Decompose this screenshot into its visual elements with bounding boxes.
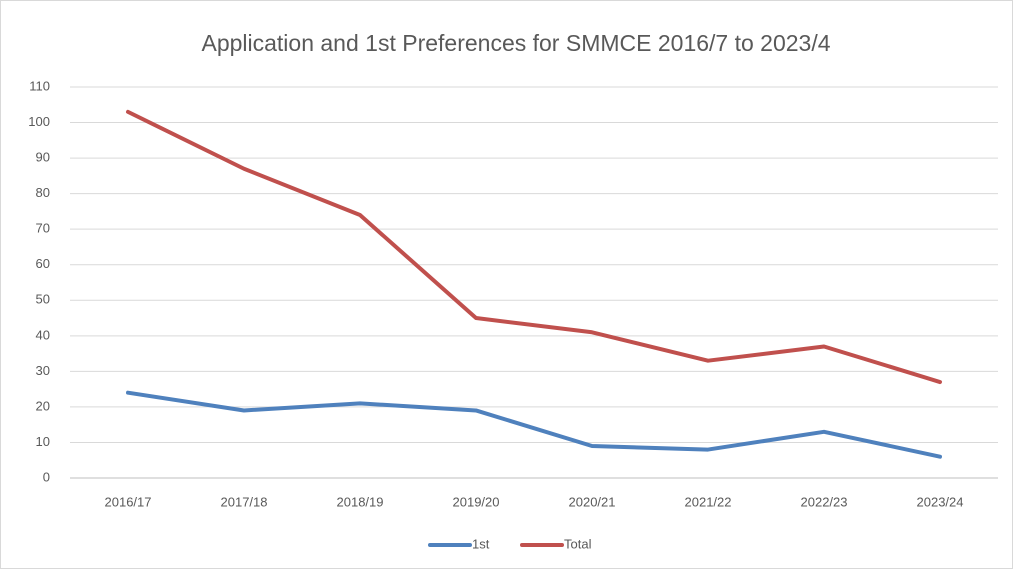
y-tick-label: 110	[29, 78, 50, 93]
x-tick-label: 2016/17	[105, 494, 152, 509]
y-tick-label: 90	[36, 150, 50, 165]
y-tick-label: 30	[36, 363, 50, 378]
y-tick-label: 20	[36, 398, 50, 413]
line-series	[126, 390, 942, 459]
x-tick-label: 2020/21	[569, 494, 616, 509]
y-tick-label: 40	[36, 327, 50, 342]
legend-label: Total	[564, 536, 592, 551]
y-tick-label: 60	[36, 256, 50, 271]
y-tick-label: 70	[36, 221, 50, 236]
y-tick-label: 100	[28, 114, 50, 129]
y-tick-label: 80	[36, 185, 50, 200]
y-tick-label: 10	[36, 434, 50, 449]
x-tick-label: 2021/22	[685, 494, 732, 509]
x-tick-label: 2022/23	[801, 494, 848, 509]
line-series	[126, 109, 942, 385]
legend-label: 1st	[472, 536, 490, 551]
x-tick-label: 2017/18	[221, 494, 268, 509]
x-tick-label: 2018/19	[337, 494, 384, 509]
y-tick-label: 50	[36, 292, 50, 307]
chart-title: Application and 1st Preferences for SMMC…	[201, 30, 830, 56]
y-tick-label: 0	[43, 469, 50, 484]
x-tick-label: 2019/20	[453, 494, 500, 509]
x-tick-label: 2023/24	[917, 494, 964, 509]
